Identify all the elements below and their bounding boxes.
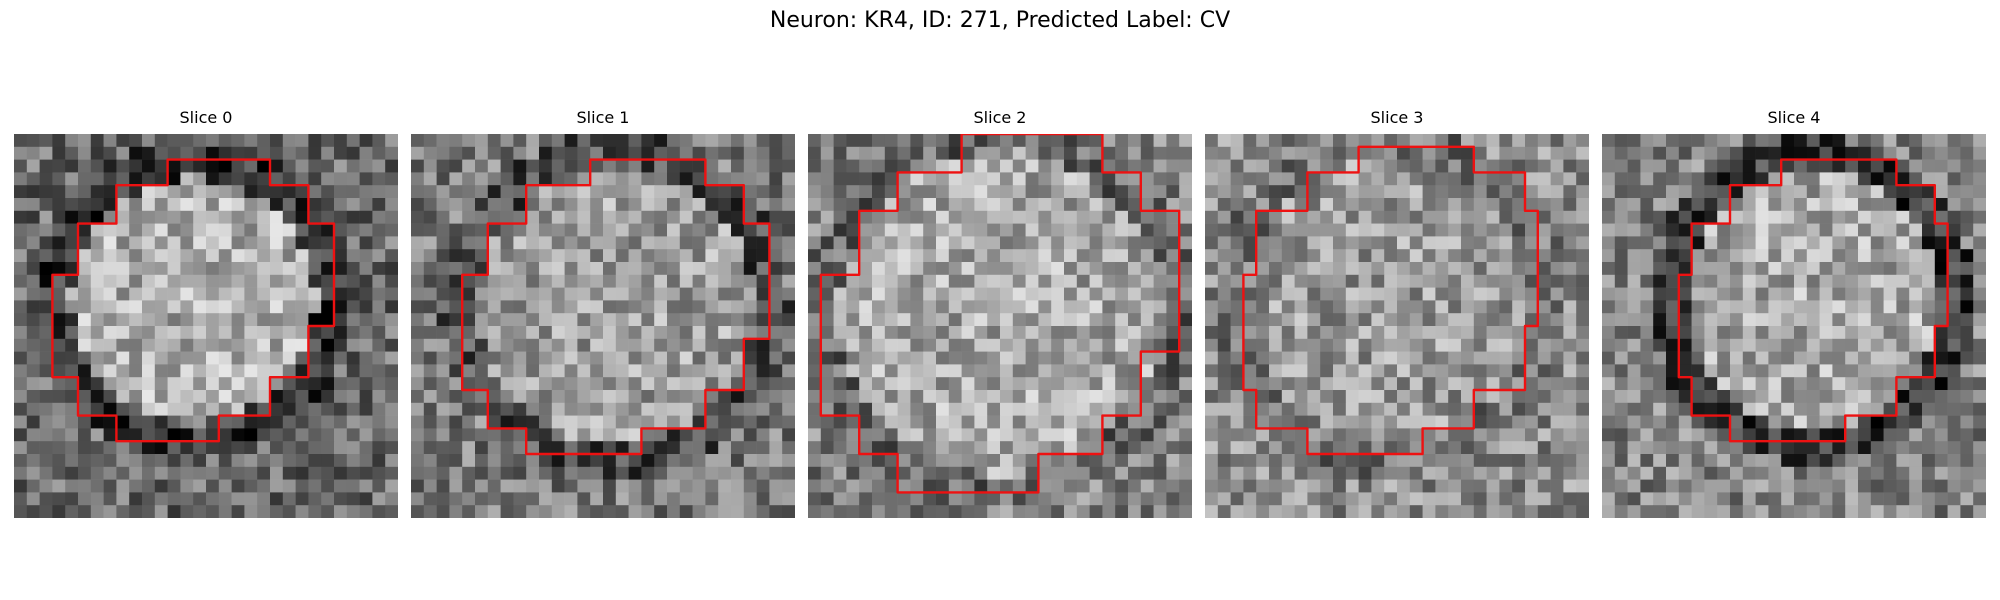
slice-panel-3: Slice 3 <box>1205 106 1589 518</box>
slice-image <box>1602 134 1986 518</box>
slice-image <box>411 134 795 518</box>
roi-contour <box>461 158 771 456</box>
pixel-grid <box>14 134 398 518</box>
slice-title: Slice 1 <box>576 108 630 127</box>
slice-title: Slice 4 <box>1767 108 1821 127</box>
slice-panel-2: Slice 2 <box>808 106 1192 518</box>
slice-image <box>1205 134 1589 518</box>
slice-title: Slice 0 <box>179 108 233 127</box>
pixel-grid <box>1602 134 1986 518</box>
slice-image <box>808 134 1192 518</box>
slice-panel-0: Slice 0 <box>14 106 398 518</box>
slice-title: Slice 3 <box>1370 108 1424 127</box>
pixel-grid <box>1205 134 1589 518</box>
roi-contour <box>51 158 336 443</box>
roi-contour <box>819 134 1181 494</box>
slice-image <box>14 134 398 518</box>
slice-panel-1: Slice 1 <box>411 106 795 518</box>
roi-contour <box>1677 158 1949 443</box>
roi-contour <box>1242 145 1539 456</box>
slice-panel-4: Slice 4 <box>1602 106 1986 518</box>
figure-title: Neuron: KR4, ID: 271, Predicted Label: C… <box>769 8 1231 33</box>
pixel-grid <box>808 134 1192 518</box>
slice-title: Slice 2 <box>973 108 1027 127</box>
pixel-grid <box>411 134 795 518</box>
